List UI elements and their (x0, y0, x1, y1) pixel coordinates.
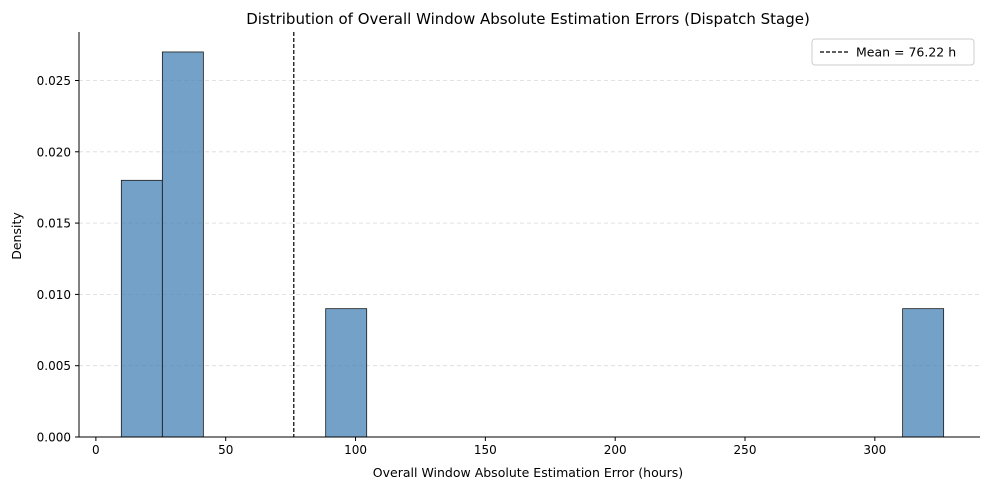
chart-title: Distribution of Overall Window Absolute … (246, 10, 810, 28)
histogram-bar-2 (325, 308, 368, 438)
x-tick-label-0: 0 (92, 443, 100, 457)
x-tick-label-5: 250 (734, 443, 757, 457)
y-tick-label-0: 0.000 (37, 431, 71, 445)
x-tick-label-2: 100 (344, 443, 367, 457)
axes (78, 32, 980, 438)
legend-box (811, 38, 975, 66)
histogram-bar-3 (902, 308, 945, 438)
histogram-bar-1 (161, 51, 204, 438)
x-tick-label-4: 200 (604, 443, 627, 457)
tick-labels: 0 50 100 150 200 250 300 0.000 0.005 0.010 0.015 0.… (37, 74, 887, 457)
legend-mean-label: Mean = 76.22 h (856, 45, 956, 60)
y-tick-label-3: 0.015 (37, 217, 71, 231)
x-tick-label-3: 150 (474, 443, 497, 457)
y-tick-label-4: 0.020 (37, 145, 71, 159)
y-tick-label-5: 0.025 (37, 74, 71, 88)
x-axis-label: Overall Window Absolute Estimation Error… (373, 465, 683, 480)
grid-lines (79, 80, 980, 367)
y-axis-label: Density (9, 212, 24, 260)
x-tick-label-1: 50 (218, 443, 233, 457)
histogram-bars (120, 51, 945, 438)
y-tick-label-2: 0.010 (37, 288, 71, 302)
y-tick-label-1: 0.005 (37, 359, 71, 373)
histogram-bar-0 (120, 179, 163, 438)
legend: Mean = 76.22 h (811, 38, 975, 66)
x-tick-label-6: 300 (863, 443, 886, 457)
